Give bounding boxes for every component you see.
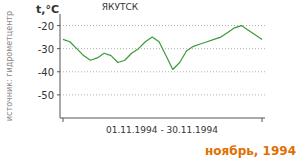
y-tick-label: -30 (38, 44, 54, 55)
chart: -50 -40 -30 -20 ЯКУТСК t,°C 01.11.1994 - 30.11… (0, 0, 300, 160)
x-label: 01.11.1994 - 30.11.1994 (106, 125, 218, 135)
caption: ноябрь, 1994 (205, 144, 296, 158)
line-series (63, 26, 262, 70)
y-tick-label: -50 (38, 90, 54, 101)
y-tick-label: -40 (38, 67, 54, 78)
plot-area (63, 26, 262, 70)
x-axis (60, 118, 265, 119)
x-tick (262, 118, 263, 122)
y-label: t,°C (36, 3, 59, 16)
background (0, 0, 300, 160)
y-axis (60, 14, 61, 118)
grid-line (60, 94, 265, 95)
grid-line (60, 25, 265, 26)
grid-line (60, 71, 265, 72)
source: источник: гидрометцентр (5, 11, 14, 121)
title: ЯКУТСК (102, 2, 139, 12)
y-tick-label: -20 (38, 21, 54, 32)
x-tick (63, 118, 64, 122)
